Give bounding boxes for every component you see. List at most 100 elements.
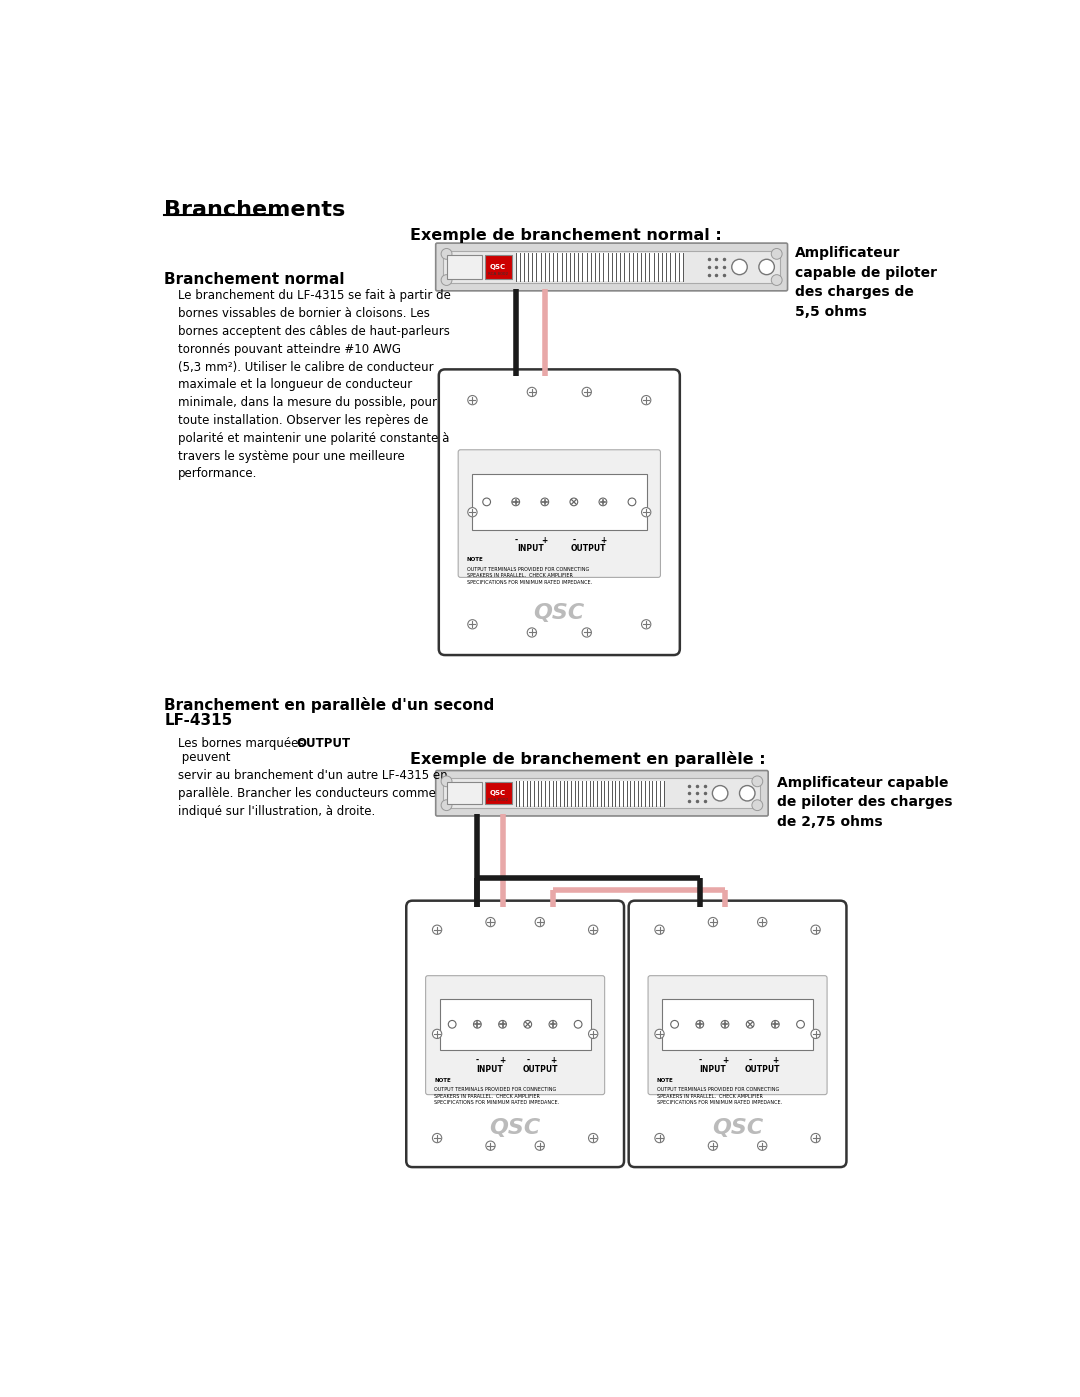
- Circle shape: [589, 1133, 598, 1143]
- Text: OUTPUT TERMINALS PROVIDED FOR CONNECTING
SPEAKERS IN PARALLEL.  CHECK AMPLIFIER
: OUTPUT TERMINALS PROVIDED FOR CONNECTING…: [467, 567, 592, 585]
- Circle shape: [582, 387, 592, 397]
- Circle shape: [752, 775, 762, 787]
- Circle shape: [432, 1133, 442, 1143]
- Text: -: -: [748, 1056, 752, 1065]
- Circle shape: [575, 1020, 582, 1028]
- Text: +: +: [599, 535, 606, 545]
- Bar: [662, 999, 813, 1051]
- Text: Exemple de branchement en parallèle :: Exemple de branchement en parallèle :: [410, 752, 766, 767]
- Circle shape: [629, 499, 636, 506]
- Circle shape: [432, 1030, 442, 1038]
- Circle shape: [811, 1133, 820, 1143]
- Circle shape: [524, 1020, 531, 1028]
- Bar: [447, 782, 482, 805]
- Text: NOTE: NOTE: [467, 557, 484, 563]
- FancyBboxPatch shape: [648, 975, 827, 1095]
- Circle shape: [642, 395, 651, 405]
- FancyBboxPatch shape: [629, 901, 847, 1166]
- Circle shape: [654, 1133, 664, 1143]
- Circle shape: [441, 275, 451, 285]
- Circle shape: [811, 925, 820, 935]
- Text: QSC: QSC: [489, 791, 505, 796]
- Circle shape: [441, 775, 451, 787]
- Bar: [485, 254, 512, 279]
- Bar: [444, 251, 780, 284]
- Circle shape: [696, 1020, 704, 1028]
- FancyBboxPatch shape: [406, 901, 624, 1166]
- Text: -: -: [476, 1056, 478, 1065]
- Text: -: -: [526, 1056, 529, 1065]
- Text: OUTPUT: OUTPUT: [523, 1065, 558, 1074]
- Circle shape: [771, 275, 782, 285]
- Bar: [485, 782, 512, 805]
- Text: +: +: [772, 1056, 779, 1065]
- Text: +: +: [542, 535, 548, 545]
- Circle shape: [549, 1020, 557, 1028]
- Circle shape: [432, 925, 442, 935]
- Bar: [447, 254, 482, 279]
- Text: QSC: QSC: [534, 604, 585, 623]
- Text: OUTPUT TERMINALS PROVIDED FOR CONNECTING
SPEAKERS IN PARALLEL.  CHECK AMPLIFIER
: OUTPUT TERMINALS PROVIDED FOR CONNECTING…: [434, 1087, 559, 1105]
- Text: OUTPUT: OUTPUT: [570, 545, 606, 553]
- Bar: [515, 253, 683, 281]
- Text: QSC: QSC: [489, 1118, 541, 1139]
- Text: NOTE: NOTE: [434, 1077, 451, 1083]
- Circle shape: [535, 918, 544, 926]
- Text: Branchement normal: Branchement normal: [164, 271, 345, 286]
- Circle shape: [708, 1141, 717, 1150]
- Circle shape: [708, 918, 717, 926]
- Text: INPUT: INPUT: [476, 1065, 503, 1074]
- Text: NOTE: NOTE: [657, 1077, 673, 1083]
- Circle shape: [759, 260, 774, 275]
- Bar: [472, 474, 647, 529]
- Circle shape: [448, 1020, 456, 1028]
- Circle shape: [486, 918, 495, 926]
- FancyBboxPatch shape: [435, 771, 768, 816]
- Text: LF-4315: LF-4315: [164, 712, 232, 728]
- Circle shape: [771, 1020, 779, 1028]
- Text: +: +: [550, 1056, 556, 1065]
- Text: +: +: [499, 1056, 505, 1065]
- Circle shape: [757, 1141, 767, 1150]
- Circle shape: [486, 1141, 495, 1150]
- Circle shape: [499, 1020, 507, 1028]
- Text: QSC: QSC: [712, 1118, 764, 1139]
- Circle shape: [713, 785, 728, 800]
- Text: Les bornes marquées: Les bornes marquées: [177, 738, 308, 750]
- Text: RCA 8002: RCA 8002: [488, 798, 508, 802]
- Text: +: +: [721, 1056, 728, 1065]
- Circle shape: [642, 620, 651, 629]
- Circle shape: [740, 785, 755, 800]
- Text: -: -: [698, 1056, 701, 1065]
- Circle shape: [589, 925, 598, 935]
- Circle shape: [473, 1020, 482, 1028]
- Text: Le branchement du LF-4315 se fait à partir de
bornes vissables de bornier à cloi: Le branchement du LF-4315 se fait à part…: [177, 289, 450, 481]
- Circle shape: [642, 507, 651, 517]
- Text: Amplificateur capable
de piloter des charges
de 2,75 ohms: Amplificateur capable de piloter des cha…: [777, 775, 953, 828]
- Bar: [440, 999, 591, 1051]
- Circle shape: [752, 800, 762, 810]
- Bar: [444, 778, 760, 809]
- Circle shape: [811, 1030, 820, 1038]
- Circle shape: [541, 499, 549, 506]
- Text: INPUT: INPUT: [517, 545, 543, 553]
- Circle shape: [527, 387, 537, 397]
- Circle shape: [468, 507, 477, 517]
- Text: OUTPUT: OUTPUT: [296, 738, 350, 750]
- Circle shape: [441, 249, 451, 260]
- Circle shape: [732, 260, 747, 275]
- FancyBboxPatch shape: [426, 975, 605, 1095]
- Circle shape: [599, 499, 607, 506]
- Text: -: -: [514, 535, 517, 545]
- Text: Branchement en parallèle d'un second: Branchement en parallèle d'un second: [164, 697, 495, 714]
- Circle shape: [570, 499, 578, 506]
- Bar: [515, 781, 663, 806]
- Circle shape: [671, 1020, 678, 1028]
- Circle shape: [535, 1141, 544, 1150]
- Circle shape: [527, 627, 537, 637]
- Text: OUTPUT: OUTPUT: [745, 1065, 781, 1074]
- Circle shape: [771, 249, 782, 260]
- Circle shape: [654, 925, 664, 935]
- Circle shape: [582, 627, 592, 637]
- Text: Exemple de branchement normal :: Exemple de branchement normal :: [410, 228, 721, 243]
